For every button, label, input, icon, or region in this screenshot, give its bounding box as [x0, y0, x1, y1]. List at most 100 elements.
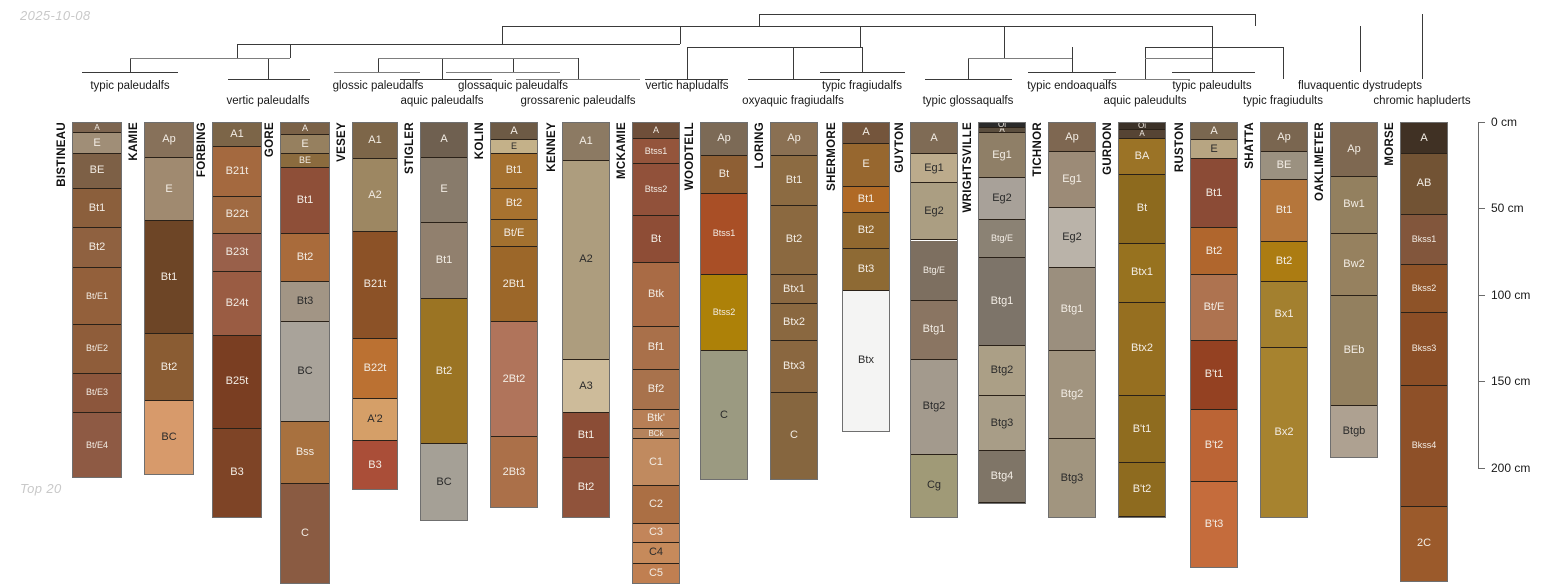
soil-horizon[interactable]: Bt [701, 155, 747, 194]
soil-horizon[interactable]: Ap [771, 123, 817, 156]
taxon-label[interactable]: chromic hapluderts [1373, 95, 1471, 107]
soil-horizon[interactable]: A [1191, 123, 1237, 141]
soil-horizon[interactable]: BA [1119, 138, 1165, 175]
taxon-label[interactable]: oxyaquic fragiudalfs [742, 95, 844, 107]
soil-horizon[interactable]: Bt3 [843, 249, 889, 291]
soil-horizon[interactable]: A2 [563, 161, 609, 360]
soil-horizon[interactable]: B3 [353, 440, 397, 490]
soil-horizon[interactable]: Bt2 [1191, 228, 1237, 276]
soil-horizon[interactable]: Bt2 [491, 188, 537, 220]
soil-horizon[interactable]: BEb [1331, 295, 1377, 407]
soil-horizon[interactable]: BC [281, 321, 329, 422]
soil-horizon[interactable]: BC [421, 444, 467, 521]
soil-horizon[interactable]: Bt/E4 [73, 413, 121, 478]
taxon-label[interactable]: glossaquic paleudalfs [458, 80, 568, 92]
soil-horizon[interactable]: Eg1 [911, 154, 957, 184]
soil-horizon[interactable]: C2 [633, 485, 679, 524]
soil-horizon[interactable]: Btk' [633, 409, 679, 429]
soil-horizon[interactable]: Bt1 [1191, 159, 1237, 229]
soil-horizon[interactable]: A [281, 123, 329, 136]
soil-horizon[interactable]: A [1401, 123, 1447, 155]
soil-horizon[interactable]: 2C [1401, 506, 1447, 581]
soil-horizon[interactable]: Btgb [1331, 406, 1377, 457]
soil-horizon[interactable]: Bw2 [1331, 233, 1377, 296]
soil-horizon[interactable]: B't1 [1191, 340, 1237, 410]
soil-horizon[interactable]: E [843, 143, 889, 187]
soil-horizon[interactable]: Bt3 [281, 281, 329, 322]
profile-column[interactable]: A E Bt1 Bt2 Bt3 Btx [842, 122, 890, 432]
profile-column[interactable]: Ap Bt Btss1 Btss2 C [700, 122, 748, 480]
soil-horizon[interactable]: Bf2 [633, 370, 679, 410]
profile-column[interactable]: Oi A Eg1 Eg2 Btg/E Btg1 Btg2 Btg3 Btg4 [978, 122, 1026, 505]
soil-horizon[interactable]: Ap [1331, 123, 1377, 177]
profile-column[interactable]: A E Bt1 Bt2 Bt/E 2Bt1 2Bt2 2Bt3 [490, 122, 538, 508]
soil-horizon[interactable]: B't2 [1119, 463, 1165, 517]
soil-horizon[interactable]: Bt/E3 [73, 373, 121, 414]
soil-horizon[interactable]: Eg2 [911, 183, 957, 241]
soil-horizon[interactable]: E [421, 157, 467, 224]
soil-horizon[interactable]: Bkss1 [1401, 214, 1447, 265]
soil-horizon[interactable]: E [73, 133, 121, 155]
soil-horizon[interactable]: Btg1 [979, 257, 1025, 346]
soil-horizon[interactable]: Bkss3 [1401, 313, 1447, 386]
soil-horizon[interactable]: A [1119, 129, 1165, 139]
taxon-label[interactable]: typic fragiudalfs [822, 80, 902, 92]
soil-horizon[interactable]: Bt/E2 [73, 325, 121, 374]
soil-horizon[interactable]: Btg3 [979, 396, 1025, 452]
profile-column[interactable]: A E BE Bt1 Bt2 Bt3 BC Bss C [280, 122, 330, 584]
profile-column[interactable]: A E Bt1 Bt2 Bt/E B't1 B't2 B't3 [1190, 122, 1238, 569]
soil-horizon[interactable]: Bt2 [563, 458, 609, 517]
soil-horizon[interactable]: B22t [213, 197, 261, 234]
soil-horizon[interactable]: AB [1401, 154, 1447, 215]
soil-horizon[interactable]: BE [1261, 152, 1307, 181]
soil-horizon[interactable]: Bx1 [1261, 281, 1307, 348]
soil-horizon[interactable]: Btg2 [911, 359, 957, 455]
soil-horizon[interactable]: Btk [633, 262, 679, 327]
profile-column[interactable]: A E Bt1 Bt2 BC [420, 122, 468, 522]
soil-horizon[interactable]: Bkss4 [1401, 385, 1447, 507]
soil-horizon[interactable]: Bt/E [491, 219, 537, 248]
taxon-label[interactable]: grossarenic paleudalfs [520, 95, 636, 107]
soil-horizon[interactable]: Bt2 [1261, 242, 1307, 282]
soil-horizon[interactable]: B't3 [1191, 482, 1237, 568]
soil-horizon[interactable]: Bt1 [281, 167, 329, 234]
soil-horizon[interactable]: Btg3 [1049, 439, 1095, 517]
taxon-label[interactable]: vertic paleudalfs [226, 95, 310, 107]
profile-column[interactable]: Ap E Bt1 Bt2 BC [144, 122, 194, 475]
profile-column[interactable]: Oi A BA Bt Btx1 Btx2 B't1 B't2 [1118, 122, 1166, 518]
soil-horizon[interactable]: Btx1 [771, 275, 817, 305]
soil-horizon[interactable]: Bt [633, 216, 679, 263]
profile-column[interactable]: A Eg1 Eg2 Btg/E Btg1 Btg2 Cg [910, 122, 958, 518]
soil-horizon[interactable]: A [491, 123, 537, 141]
soil-horizon[interactable]: B't2 [1191, 409, 1237, 483]
soil-horizon[interactable]: Btg/E [979, 219, 1025, 258]
soil-horizon[interactable]: B3 [213, 428, 261, 517]
taxon-label[interactable]: typic glossaqualfs [922, 95, 1014, 107]
soil-horizon[interactable]: Bw1 [1331, 176, 1377, 234]
soil-horizon[interactable]: Eg1 [1049, 152, 1095, 208]
soil-horizon[interactable]: A2 [353, 159, 397, 232]
soil-horizon[interactable]: Eg2 [1049, 207, 1095, 269]
soil-horizon[interactable]: B23t [213, 233, 261, 272]
soil-horizon[interactable]: C [771, 392, 817, 479]
soil-horizon[interactable]: Btx3 [771, 340, 817, 393]
soil-horizon[interactable]: A [911, 123, 957, 155]
soil-horizon[interactable]: Eg2 [979, 178, 1025, 220]
soil-horizon[interactable]: Oi [1119, 123, 1165, 130]
profile-column[interactable]: A E BE Bt1 Bt2 Bt/E1 Bt/E2 Bt/E3 Bt/E4 [72, 122, 122, 479]
taxon-label[interactable]: glossic paleudalfs [332, 80, 424, 92]
soil-horizon[interactable]: C3 [633, 523, 679, 543]
soil-horizon[interactable]: Btg1 [1049, 268, 1095, 352]
soil-horizon[interactable]: B25t [213, 335, 261, 429]
profile-column[interactable]: Ap Eg1 Eg2 Btg1 Btg2 Btg3 [1048, 122, 1096, 518]
profile-column[interactable]: A1 B21t B22t B23t B24t B25t B3 [212, 122, 262, 518]
taxon-label[interactable]: typic fragiudults [1243, 95, 1323, 107]
soil-horizon[interactable]: Btg1 [911, 300, 957, 360]
soil-horizon[interactable]: A1 [213, 123, 261, 148]
soil-horizon[interactable]: Btx2 [1119, 302, 1165, 396]
taxon-label[interactable]: vertic hapludalfs [645, 80, 729, 92]
soil-horizon[interactable]: B21t [213, 147, 261, 198]
profile-column[interactable]: A1 A2 A3 Bt1 Bt2 [562, 122, 610, 518]
soil-horizon[interactable]: A1 [353, 123, 397, 160]
soil-horizon[interactable]: C [701, 351, 747, 479]
